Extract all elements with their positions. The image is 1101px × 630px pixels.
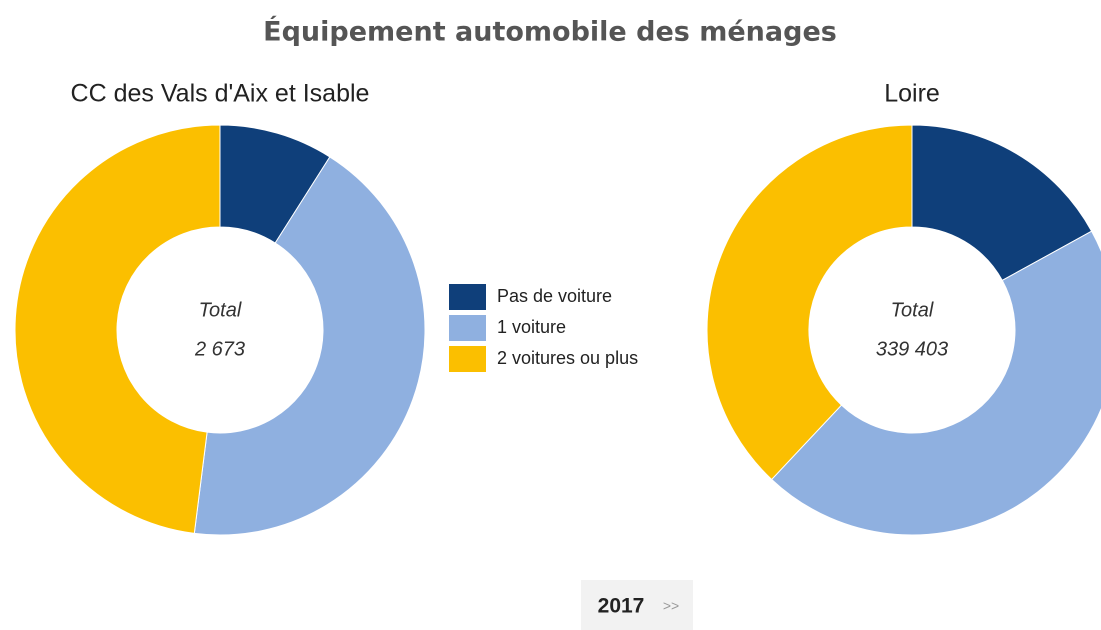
legend-label: 1 voiture xyxy=(497,317,566,337)
chart-subtitle: CC des Vals d'Aix et Isable xyxy=(71,80,370,108)
page-title: Équipement automobile des ménages xyxy=(263,16,837,48)
center-label: Total xyxy=(199,299,242,321)
year[interactable]: 2017 xyxy=(598,595,645,618)
center-total: 2 673 xyxy=(194,338,245,360)
chart-subtitle: Loire xyxy=(884,80,940,108)
center-label: Total xyxy=(891,299,934,321)
donut-slice xyxy=(706,124,913,481)
donut-slice xyxy=(770,230,1101,536)
legend-label: Pas de voiture xyxy=(497,286,612,306)
legend-label: 2 voitures ou plus xyxy=(497,348,638,368)
donut-slice xyxy=(193,156,426,536)
legend-swatch xyxy=(449,284,486,310)
year-button[interactable] xyxy=(581,580,693,630)
legend-swatch xyxy=(449,315,486,341)
donut-slice xyxy=(911,124,1093,282)
next-year[interactable]: >> xyxy=(663,598,679,614)
donut-slice xyxy=(14,124,221,534)
center-total: 339 403 xyxy=(876,338,948,360)
legend-swatch xyxy=(449,346,486,372)
